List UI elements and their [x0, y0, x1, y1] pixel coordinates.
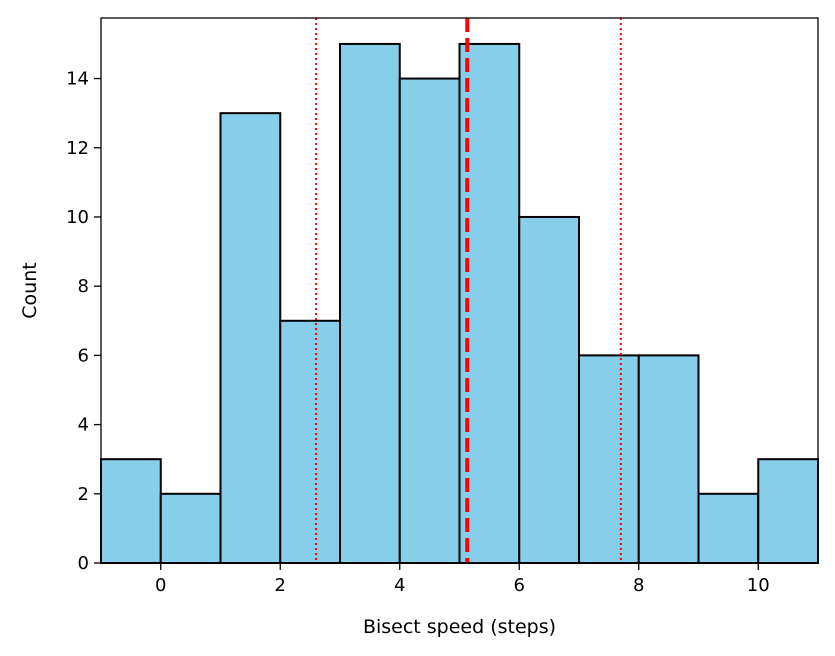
histogram-bar-5: [398, 77, 461, 565]
histogram-bar-3: [279, 319, 341, 564]
y-tick-label-2: 2: [78, 484, 89, 505]
reference-lines-layer: [315, 18, 622, 563]
histogram-bar-4: [339, 42, 401, 564]
bars-layer: [100, 42, 819, 565]
x-tick-label-6: 6: [514, 575, 525, 596]
y-tick-label-6: 6: [78, 345, 89, 366]
histogram-bar-10: [697, 492, 760, 564]
y-axis-label: Count: [19, 262, 41, 318]
x-axis-ticks: 0 2 4 6 8 10: [155, 563, 770, 596]
histogram-bar-9: [637, 354, 700, 564]
plot-area-frame: [100, 17, 819, 564]
histogram-bar-2: [219, 112, 282, 565]
y-tick-label-4: 4: [78, 415, 89, 436]
x-tick-label-0: 0: [155, 575, 166, 596]
y-tick-label-12: 12: [66, 138, 89, 159]
histogram-bar-8: [578, 354, 640, 564]
x-tick-label-8: 8: [633, 575, 644, 596]
y-tick-label-14: 14: [66, 69, 89, 90]
x-tick-label-4: 4: [394, 575, 405, 596]
histogram-bar-11: [757, 458, 819, 565]
y-tick-label-8: 8: [78, 276, 89, 297]
histogram-bar-0: [100, 458, 162, 565]
histogram-bar-7: [518, 215, 580, 564]
y-tick-label-10: 10: [66, 207, 89, 228]
x-tick-label-2: 2: [275, 575, 286, 596]
x-tick-label-10: 10: [747, 575, 770, 596]
histogram-bar-1: [159, 492, 222, 564]
y-axis-ticks: 0 2 4 6 8 10 12 14: [66, 69, 101, 574]
x-axis-label: Bisect speed (steps): [363, 616, 556, 638]
histogram-bar-6: [458, 42, 521, 564]
y-tick-label-0: 0: [78, 553, 89, 574]
